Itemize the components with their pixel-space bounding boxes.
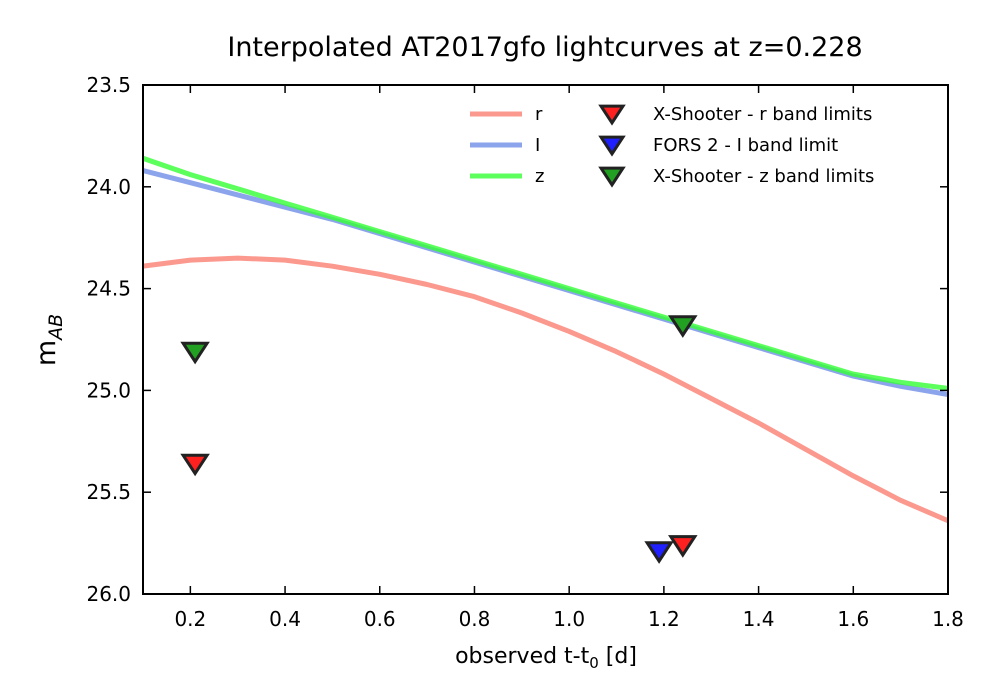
x-tick-label: 1.0 xyxy=(553,607,585,631)
legend-marker-x-shooter-r-band-limits xyxy=(598,104,626,126)
y-tick-label: 24.5 xyxy=(86,277,131,301)
y-tick-label: 24.0 xyxy=(86,175,131,199)
x-axis-label: observed t-t0 [d] xyxy=(455,644,637,672)
legend: rIz X-Shooter - r band limits FORS 2 - I b… xyxy=(470,104,874,188)
plot-series xyxy=(143,155,948,523)
y-tick-label: 26.0 xyxy=(86,582,131,606)
legend-marker-x-shooter-z-band-limits xyxy=(598,166,626,188)
x-tick-label: 1.2 xyxy=(648,607,680,631)
y-axis: 23.5 24.0 24.5 25.0 25.5 26.0 xyxy=(86,73,948,606)
marker-x-shooter-z-band-limits-0 xyxy=(180,341,210,365)
y-axis-label: mAB xyxy=(31,314,67,366)
series-line-r xyxy=(143,255,948,523)
legend-label-z: z xyxy=(535,166,544,187)
x-tick-label: 1.6 xyxy=(837,607,869,631)
x-tick-label: 0.4 xyxy=(269,607,301,631)
legend-label-r: r xyxy=(535,104,543,125)
plot-frame xyxy=(142,84,949,595)
x-tick-label: 1.8 xyxy=(932,607,964,631)
legend-label-x-shooter-r-band-limits: X-Shooter - r band limits xyxy=(653,104,872,125)
y-tick-label: 23.5 xyxy=(86,73,131,97)
marker-fors-2-i-band-limit-0 xyxy=(644,541,674,564)
x-tick-label: 0.8 xyxy=(459,607,491,631)
legend-marker-fors-2-i-band-limit xyxy=(598,135,626,157)
plot-markers xyxy=(180,315,698,564)
x-tick-label: 0.2 xyxy=(174,607,206,631)
legend-label-x-shooter-z-band-limits: X-Shooter - z band limits xyxy=(653,166,874,187)
series-line-z xyxy=(143,155,948,391)
x-tick-label: 0.6 xyxy=(364,607,396,631)
x-tick-label: 1.4 xyxy=(743,607,775,631)
y-tick-label: 25.0 xyxy=(86,378,131,402)
marker-x-shooter-z-band-limits-1 xyxy=(668,315,698,338)
legend-label-fors-2-i-band-limit: FORS 2 - I band limit xyxy=(653,135,838,156)
x-axis: 0.2 0.4 0.6 0.8 1.0 1.2 1.4 1.6 1.8 xyxy=(174,85,964,631)
legend-label-i: I xyxy=(535,135,540,156)
marker-x-shooter-r-band-limits-1 xyxy=(668,535,698,558)
y-tick-label: 25.5 xyxy=(86,480,131,504)
marker-x-shooter-r-band-limits-0 xyxy=(180,453,210,477)
chart-title: Interpolated AT2017gfo lightcurves at z=… xyxy=(227,32,862,63)
